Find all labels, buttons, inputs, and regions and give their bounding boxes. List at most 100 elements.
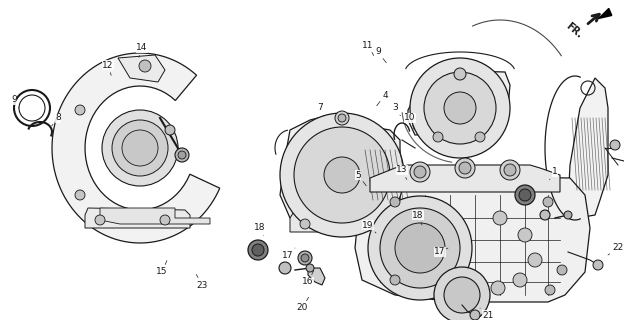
Circle shape: [557, 265, 567, 275]
Text: 3: 3: [392, 103, 401, 116]
Text: 15: 15: [156, 260, 168, 276]
Text: 18: 18: [412, 211, 424, 225]
Circle shape: [470, 310, 480, 320]
Circle shape: [390, 197, 400, 207]
Circle shape: [280, 113, 404, 237]
Text: 11: 11: [363, 41, 374, 56]
Text: 13: 13: [396, 165, 407, 180]
Circle shape: [543, 197, 553, 207]
Circle shape: [175, 148, 189, 162]
Polygon shape: [85, 208, 190, 228]
Circle shape: [519, 189, 531, 201]
Circle shape: [298, 251, 312, 265]
Circle shape: [95, 215, 105, 225]
Polygon shape: [52, 53, 220, 243]
Text: 17: 17: [282, 248, 295, 260]
Circle shape: [279, 262, 291, 274]
Circle shape: [593, 260, 603, 270]
Text: 9: 9: [11, 95, 19, 108]
Text: 2: 2: [0, 319, 1, 320]
Circle shape: [410, 162, 430, 182]
Polygon shape: [100, 208, 210, 224]
Circle shape: [444, 277, 480, 313]
Circle shape: [434, 267, 490, 320]
Text: 10: 10: [404, 114, 416, 129]
Circle shape: [375, 219, 385, 229]
Polygon shape: [308, 268, 325, 285]
Circle shape: [75, 105, 85, 115]
Text: 5: 5: [355, 171, 366, 186]
Circle shape: [463, 290, 473, 300]
Text: 14: 14: [136, 44, 148, 57]
Circle shape: [380, 208, 460, 288]
Text: 17: 17: [434, 247, 448, 257]
Text: 6: 6: [0, 319, 1, 320]
Polygon shape: [599, 8, 612, 19]
Circle shape: [444, 92, 476, 124]
Circle shape: [165, 125, 175, 135]
Polygon shape: [290, 210, 395, 232]
Polygon shape: [370, 165, 560, 192]
Text: 18: 18: [254, 223, 266, 236]
Circle shape: [395, 223, 445, 273]
Circle shape: [139, 60, 151, 72]
Text: 9: 9: [375, 47, 386, 63]
Circle shape: [454, 68, 466, 80]
Circle shape: [513, 273, 527, 287]
Circle shape: [324, 157, 360, 193]
Text: 8: 8: [52, 114, 61, 126]
Text: 16: 16: [302, 270, 314, 286]
Circle shape: [294, 127, 390, 223]
Circle shape: [433, 132, 443, 142]
Circle shape: [300, 219, 310, 229]
Circle shape: [368, 196, 472, 300]
Text: FR.: FR.: [564, 20, 584, 40]
Circle shape: [414, 166, 426, 178]
Circle shape: [459, 162, 471, 174]
Text: 1: 1: [550, 167, 558, 180]
Text: 23: 23: [197, 275, 208, 290]
Circle shape: [75, 190, 85, 200]
Circle shape: [252, 244, 264, 256]
Circle shape: [248, 240, 268, 260]
Text: 12: 12: [102, 60, 114, 75]
Circle shape: [455, 158, 475, 178]
Circle shape: [545, 285, 555, 295]
Polygon shape: [408, 70, 510, 135]
Circle shape: [491, 281, 505, 295]
Circle shape: [306, 264, 314, 272]
Circle shape: [338, 114, 346, 122]
Circle shape: [424, 72, 496, 144]
Circle shape: [500, 160, 520, 180]
Polygon shape: [430, 130, 488, 142]
Polygon shape: [280, 118, 400, 218]
Polygon shape: [355, 175, 590, 302]
Circle shape: [493, 211, 507, 225]
Text: 19: 19: [363, 220, 376, 233]
Circle shape: [112, 120, 168, 176]
Circle shape: [475, 132, 485, 142]
Polygon shape: [118, 55, 165, 82]
Circle shape: [518, 228, 532, 242]
Circle shape: [335, 111, 349, 125]
Circle shape: [504, 164, 516, 176]
Circle shape: [515, 185, 535, 205]
Polygon shape: [568, 78, 608, 218]
Text: 3: 3: [0, 319, 1, 320]
Circle shape: [610, 140, 620, 150]
Circle shape: [102, 110, 178, 186]
Text: 7: 7: [317, 103, 324, 116]
Circle shape: [122, 130, 158, 166]
Circle shape: [390, 275, 400, 285]
Text: 4: 4: [377, 91, 388, 106]
Circle shape: [178, 151, 186, 159]
Circle shape: [540, 210, 550, 220]
Circle shape: [528, 253, 542, 267]
Text: 22: 22: [608, 244, 623, 255]
Text: 20: 20: [0, 319, 1, 320]
Circle shape: [410, 58, 510, 158]
Circle shape: [564, 211, 572, 219]
Circle shape: [160, 215, 170, 225]
Circle shape: [301, 254, 309, 262]
Text: 20: 20: [296, 297, 308, 313]
